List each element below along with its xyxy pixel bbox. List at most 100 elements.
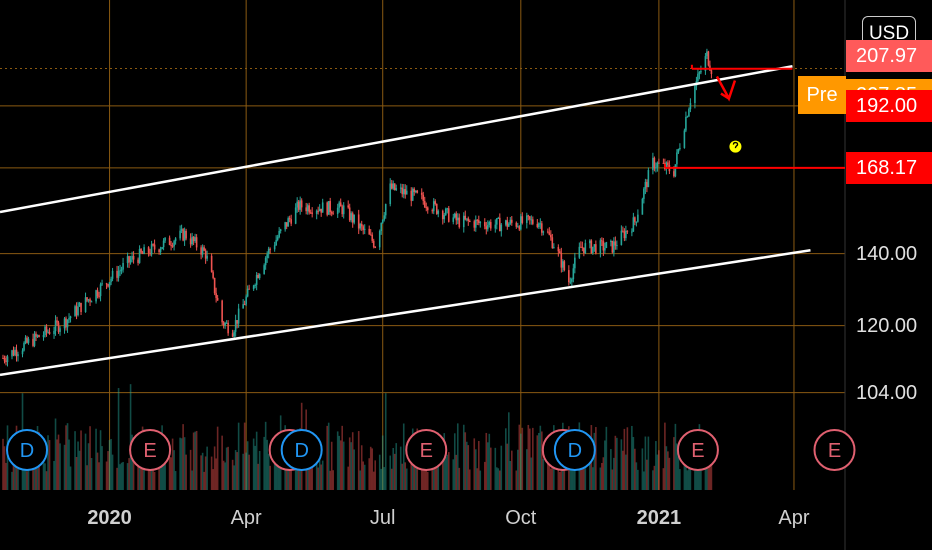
volume-bar: [689, 462, 692, 490]
candle-body: [435, 203, 438, 214]
volume-bar: [511, 450, 513, 490]
price-tick-label: 104.00: [856, 381, 918, 404]
volume-bars: [2, 384, 713, 490]
candle-body: [36, 335, 39, 337]
volume-bar: [485, 432, 488, 490]
candle-body: [3, 358, 6, 361]
candle-body: [380, 222, 383, 232]
candle-body: [689, 103, 692, 110]
dividend-marker: [280, 429, 323, 471]
candle-body: [80, 302, 82, 313]
candle-body: [143, 247, 145, 254]
candle-body: [632, 217, 635, 232]
candle-body: [222, 322, 225, 326]
volume-bar: [87, 443, 90, 490]
candle-body: [399, 187, 402, 189]
dividend-marker-label: D: [294, 440, 308, 462]
candle-body: [140, 248, 142, 253]
candle-body: [411, 188, 414, 201]
candle-body: [509, 219, 512, 224]
volume-bar: [336, 431, 339, 490]
volume-bar: [44, 463, 46, 490]
candle-body: [498, 217, 501, 232]
candle-body: [405, 190, 408, 195]
candle-body: [506, 220, 509, 227]
volume-bar: [68, 439, 70, 490]
candle-body: [550, 234, 552, 238]
volume-bar: [641, 448, 644, 490]
volume-bar: [378, 454, 381, 490]
dividend-marker: [6, 429, 49, 471]
candle-body: [444, 208, 447, 216]
candle-body: [477, 220, 480, 223]
candle-body: [243, 304, 246, 306]
volume-bar: [462, 424, 465, 490]
volume-bar: [655, 441, 657, 490]
candle-body: [679, 147, 681, 149]
volume-bar: [204, 456, 207, 490]
volume-bar: [158, 464, 160, 490]
candle-body: [327, 201, 330, 215]
candle-body: [248, 288, 250, 290]
candle-body: [456, 217, 459, 221]
candle-body: [53, 330, 55, 335]
volume-bar: [455, 454, 458, 490]
volume-bar: [233, 465, 235, 490]
volume-bar: [59, 443, 61, 490]
candle-body: [404, 189, 407, 195]
volume-bar: [225, 447, 228, 490]
candle-body: [171, 245, 174, 247]
volume-bar: [610, 449, 612, 490]
volume-bar: [536, 435, 539, 490]
volume-bar: [613, 457, 615, 490]
candle-body: [306, 205, 309, 212]
candle-body: [95, 290, 97, 302]
volume-bar: [605, 426, 608, 490]
candle-body: [557, 247, 560, 252]
candle-body: [674, 164, 677, 177]
volume-bar: [710, 452, 713, 490]
volume-bar: [111, 454, 114, 490]
volume-bar: [341, 425, 344, 490]
volume-bar: [643, 471, 645, 490]
volume-bar: [257, 463, 259, 490]
candle-body: [90, 301, 93, 303]
event-markers[interactable]: DEEDEEDEE: [6, 429, 856, 471]
candle-body: [653, 157, 656, 169]
candle-body: [392, 183, 395, 189]
down-arrow-annotation: [715, 75, 737, 102]
candle-body: [655, 167, 657, 169]
candle-body: [446, 208, 449, 210]
candle-body: [84, 297, 87, 313]
candle-body: [402, 189, 405, 195]
volume-bar: [63, 444, 66, 490]
candle-body: [685, 116, 687, 131]
candle-body: [2, 357, 4, 359]
volume-bar: [80, 430, 82, 490]
volume-bar: [477, 440, 480, 490]
candle-body: [676, 152, 678, 165]
volume-bar: [625, 454, 627, 490]
candle-body: [353, 214, 356, 223]
volume-bar: [266, 439, 268, 490]
volume-bar: [77, 441, 79, 490]
volume-bar: [542, 458, 545, 490]
earnings-marker: [405, 429, 448, 471]
candle-body: [120, 269, 123, 271]
volume-bar: [694, 460, 696, 490]
candle-body: [393, 183, 396, 190]
candle-body: [625, 230, 627, 239]
candle-body: [623, 231, 626, 239]
volume-bar: [479, 470, 482, 490]
volume-bar: [656, 454, 659, 490]
volume-bar: [435, 464, 438, 490]
candle-body: [686, 116, 689, 118]
candle-body: [201, 247, 204, 255]
volume-bar: [547, 451, 549, 490]
candle-body: [348, 207, 351, 221]
volume-bar: [185, 454, 187, 490]
volume-bar: [658, 450, 660, 490]
volume-bar: [360, 445, 363, 490]
